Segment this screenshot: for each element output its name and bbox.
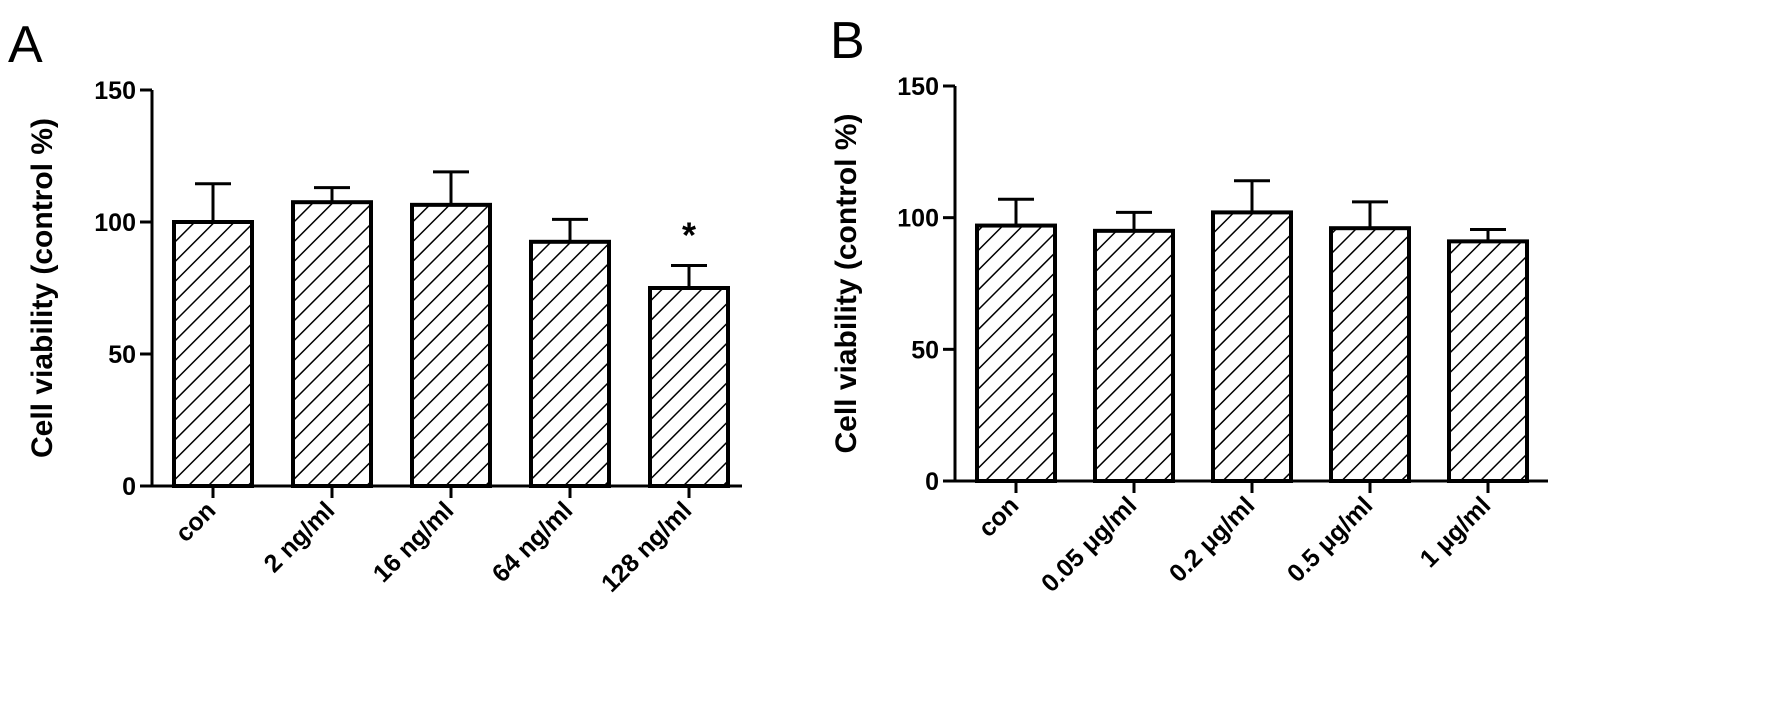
y-tick-label: 150 — [94, 77, 136, 105]
bar — [1093, 228, 1175, 483]
x-tick-label: 2 ng/ml — [259, 496, 341, 578]
bar — [410, 202, 492, 488]
y-axis-title: Cell viability (control %) — [830, 113, 863, 453]
bar — [291, 200, 373, 488]
chart-a: A Cell viability (control %) 0 50 100 150 con 2… — [8, 16, 742, 598]
bar — [1329, 226, 1411, 483]
x-tick-label: con — [170, 496, 221, 547]
y-tick-label: 50 — [911, 336, 939, 364]
y-tick-label: 100 — [897, 205, 939, 233]
x-tick-label: 0.2 μg/ml — [1164, 491, 1260, 587]
significance-marker: * — [682, 215, 696, 256]
bar — [975, 223, 1057, 483]
bar — [1211, 210, 1293, 483]
bar — [172, 220, 254, 488]
bar — [1447, 239, 1529, 483]
y-tick-label: 100 — [94, 209, 136, 237]
panel-letter: A — [8, 16, 43, 74]
x-tick-label: 64 ng/ml — [487, 496, 579, 588]
x-tick-label: con — [973, 491, 1024, 542]
y-tick-label: 50 — [108, 341, 136, 369]
y-tick-label: 150 — [897, 73, 939, 101]
bar — [529, 239, 611, 488]
x-tick-label: 0.5 μg/ml — [1282, 491, 1378, 587]
panel-letter: B — [830, 12, 865, 70]
x-tick-label: 1 μg/ml — [1415, 491, 1497, 573]
bar — [648, 286, 730, 488]
y-axis-title: Cell viability (control %) — [26, 118, 59, 458]
x-tick-label: 0.05 μg/ml — [1036, 491, 1142, 597]
x-tick-label: 16 ng/ml — [368, 496, 460, 588]
y-tick-label: 0 — [122, 473, 136, 501]
x-tick-label: 128 ng/ml — [596, 496, 697, 597]
y-tick-label: 0 — [925, 468, 939, 496]
